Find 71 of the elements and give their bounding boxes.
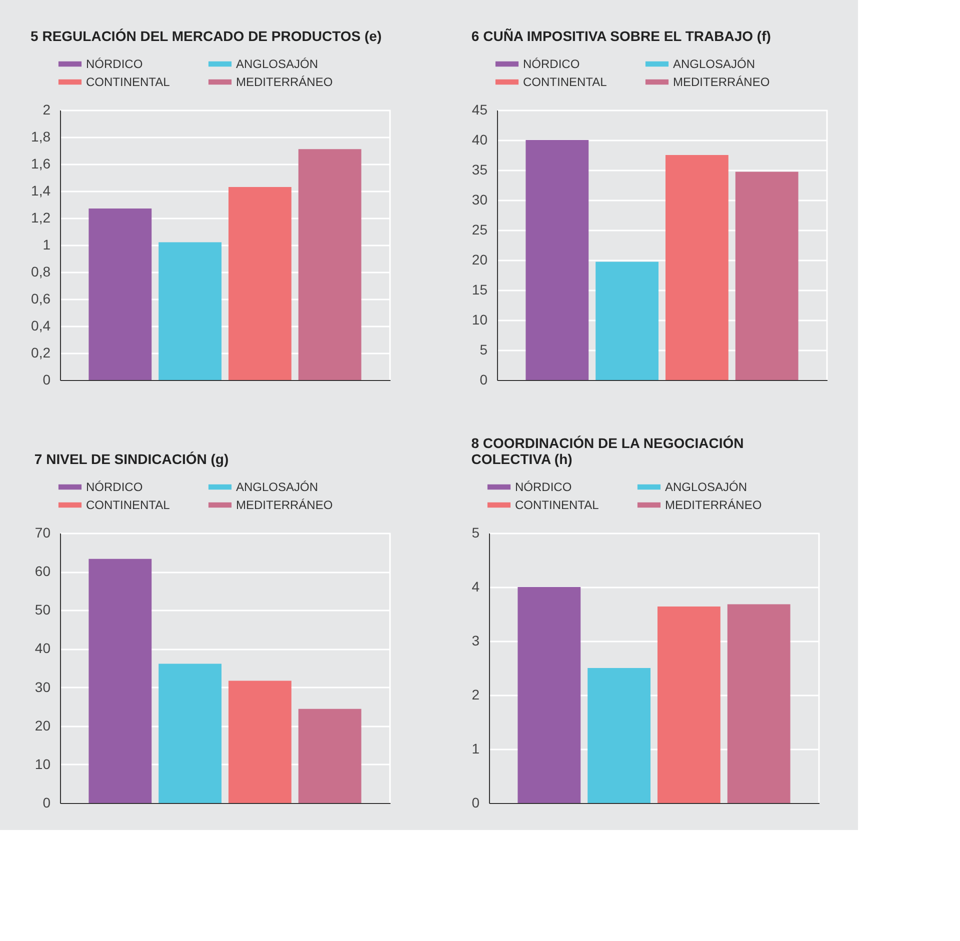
y-tick-label: 35 <box>472 162 488 178</box>
legend-label: CONTINENTAL <box>523 75 608 89</box>
legend-label: NÓRDICO <box>523 57 580 71</box>
legend-label: ANGLOSAJÓN <box>673 57 756 71</box>
legend-label: ANGLOSAJÓN <box>236 57 318 71</box>
y-tick-label: 0,8 <box>31 264 51 280</box>
legend-label: NÓRDICO <box>515 480 572 494</box>
y-tick-label: 30 <box>472 192 488 208</box>
chart-title: 8 COORDINACIÓN DE LA NEGOCIACIÓN COLECTIVA (h) <box>471 435 744 467</box>
bar <box>88 558 152 803</box>
y-tick-label: 0 <box>42 794 51 810</box>
y-tick-label: 1 <box>472 740 480 756</box>
y-tick-label: 1,2 <box>31 210 51 226</box>
bar <box>158 242 222 380</box>
bar <box>88 208 152 380</box>
legend-label: CONTINENTAL <box>515 498 600 512</box>
y-tick-label: 5 <box>480 342 488 358</box>
chart-title: 7 NIVEL DE SINDICACIÓN (g) <box>34 451 229 467</box>
legend-label: MEDITERRÁNEO <box>236 75 333 89</box>
bar <box>298 708 362 803</box>
legend-label: MEDITERRÁNEO <box>665 498 762 512</box>
y-tick-label: 0,6 <box>31 290 51 306</box>
chart-title: 6 CUÑA IMPOSITIVA SOBRE EL TRABAJO (f) <box>471 28 771 44</box>
y-tick-label: 60 <box>34 563 51 580</box>
y-tick-label: 30 <box>34 678 51 695</box>
y-tick-label: 1,8 <box>31 128 51 144</box>
y-tick-label: 40 <box>472 132 488 148</box>
legend-label: ANGLOSAJÓN <box>665 480 748 494</box>
legend-label: CONTINENTAL <box>86 75 170 89</box>
y-tick-label: 0 <box>472 794 480 810</box>
chart-title: 5 REGULACIÓN DEL MERCADO DE PRODUCTOS (e) <box>30 28 382 44</box>
y-tick-label: 20 <box>34 717 51 734</box>
y-tick-label: 10 <box>472 312 488 328</box>
bar <box>657 606 720 803</box>
bar <box>588 668 651 803</box>
y-tick-label: 2 <box>472 686 480 702</box>
y-tick-label: 0 <box>480 372 488 388</box>
bar <box>596 262 659 380</box>
y-tick-label: 2 <box>42 102 51 118</box>
y-tick-label: 10 <box>34 756 51 772</box>
bar <box>665 155 728 380</box>
y-tick-label: 5 <box>472 524 480 540</box>
bar <box>158 664 222 803</box>
y-tick-label: 20 <box>472 252 488 268</box>
y-tick-label: 15 <box>472 282 488 298</box>
legend-label: CONTINENTAL <box>86 498 170 512</box>
legend-label: NÓRDICO <box>86 57 143 71</box>
y-tick-label: 40 <box>34 640 51 656</box>
y-tick-label: 3 <box>472 632 480 648</box>
bar <box>228 680 292 803</box>
y-tick-label: 50 <box>34 602 51 618</box>
y-tick-label: 1 <box>42 236 51 252</box>
y-tick-label: 1,4 <box>31 182 51 198</box>
y-tick-label: 0,4 <box>31 318 51 334</box>
y-tick-label: 4 <box>472 578 480 594</box>
y-tick-label: 0 <box>42 372 51 388</box>
legend-label: MEDITERRÁNEO <box>236 498 333 512</box>
legend-label: NÓRDICO <box>86 480 143 494</box>
y-tick-label: 25 <box>472 222 488 238</box>
y-tick-label: 0,2 <box>31 344 51 360</box>
y-tick-label: 70 <box>34 524 51 540</box>
bar <box>298 149 362 380</box>
y-tick-label: 45 <box>472 102 488 118</box>
bar <box>526 140 589 380</box>
bar <box>518 587 581 803</box>
legend-label: MEDITERRÁNEO <box>673 75 770 89</box>
bar <box>727 604 790 803</box>
bar <box>228 186 292 380</box>
y-tick-label: 1,6 <box>31 156 51 172</box>
legend-label: ANGLOSAJÓN <box>236 480 318 494</box>
bar <box>735 172 798 380</box>
